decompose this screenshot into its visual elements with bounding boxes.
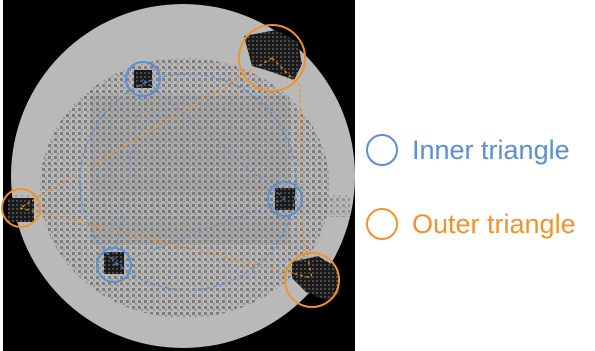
inner-marker-bottom <box>96 247 132 283</box>
legend-inner-label: Inner triangle <box>412 134 570 165</box>
outer-marker-bottom-right <box>284 252 340 308</box>
inner-reference-circle <box>79 73 297 291</box>
legend-entry-inner: Inner triangle <box>366 134 570 166</box>
inner-marker-top <box>125 61 161 97</box>
legend-inner-circle-icon <box>366 134 398 166</box>
defect-cluster-top-right <box>244 30 302 80</box>
outer-marker-left <box>1 188 41 228</box>
outer-marker-top-right <box>238 24 306 92</box>
defect-cluster-left <box>8 198 34 222</box>
die-pattern-area <box>11 58 350 318</box>
legend-outer-label: Outer triangle <box>412 208 576 239</box>
defect-cluster-bottom-right <box>292 256 340 302</box>
legend-entry-outer: Outer triangle <box>366 208 576 240</box>
legend-outer-circle-icon <box>366 208 398 240</box>
inner-triangle-lines <box>113 78 286 266</box>
inner-marker-right <box>267 181 303 217</box>
outer-triangle-lines <box>19 57 313 279</box>
